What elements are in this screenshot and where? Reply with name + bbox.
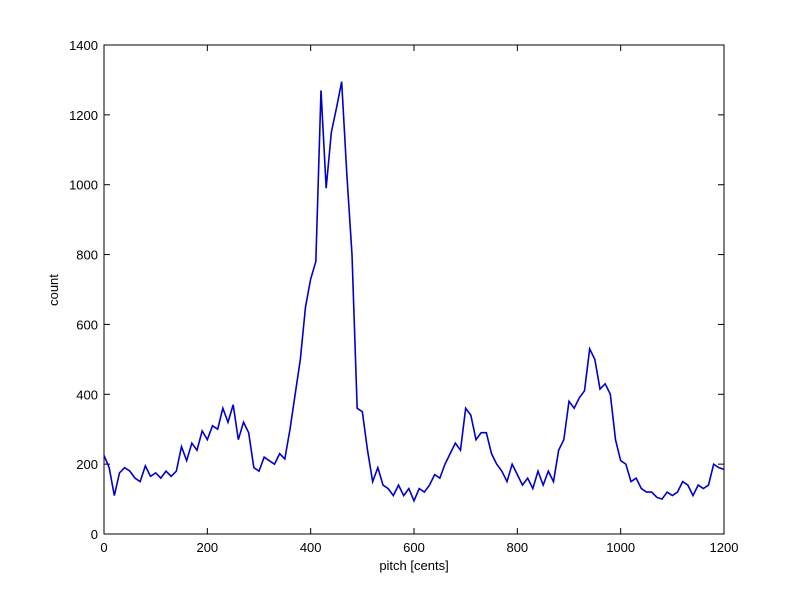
y-tick-label: 200 [76, 457, 98, 472]
y-tick-label: 400 [76, 387, 98, 402]
x-axis-label: pitch [cents] [379, 558, 448, 573]
x-tick-label: 200 [196, 540, 218, 555]
y-tick-label: 1000 [69, 178, 98, 193]
y-tick-label: 1400 [69, 38, 98, 53]
y-tick-label: 1200 [69, 108, 98, 123]
x-tick-label: 800 [506, 540, 528, 555]
y-tick-label: 600 [76, 317, 98, 332]
x-tick-label: 600 [403, 540, 425, 555]
data-line [103, 81, 725, 503]
x-tick-label: 0 [100, 540, 107, 555]
y-tick-label: 0 [91, 527, 98, 542]
y-tick-label: 800 [76, 248, 98, 263]
y-axis-label: count [46, 274, 61, 306]
x-tick-label: 1200 [710, 540, 739, 555]
x-tick-label: 400 [300, 540, 322, 555]
x-tick-label: 1000 [606, 540, 635, 555]
